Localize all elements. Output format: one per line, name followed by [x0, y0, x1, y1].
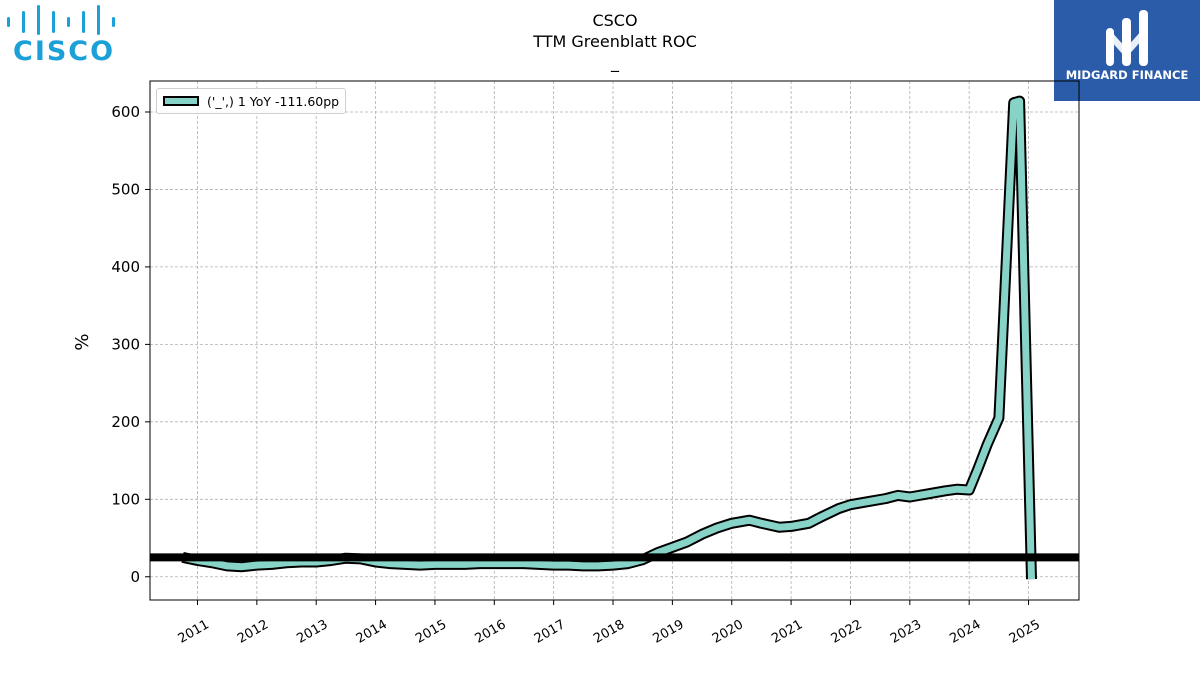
- series-layer: [181, 95, 1037, 580]
- cisco-logo-text: CISCO: [13, 36, 116, 67]
- cisco-logo: [7, 5, 115, 35]
- legend-swatch: [163, 96, 199, 106]
- x-tick-label: 2022: [829, 617, 865, 647]
- x-tick-label: 2019: [651, 617, 687, 647]
- midgard-finance-logo: MIDGARD FINANCE: [1054, 0, 1200, 101]
- y-axis-label: %: [72, 333, 93, 350]
- chart-subtitle-2: _: [611, 53, 619, 72]
- y-tick-layer: 0 100 200 300 400 500 600: [111, 103, 150, 586]
- midgard-emblem-icon: [1106, 10, 1148, 66]
- x-tick-label: 2020: [710, 617, 746, 647]
- x-tick-label: 2011: [176, 617, 212, 647]
- x-tick-label: 2015: [413, 617, 449, 647]
- y-tick-label: 200: [111, 413, 140, 431]
- y-tick-label: 500: [111, 180, 140, 198]
- legend-label: ('_',) 1 YoY -111.60pp: [207, 93, 340, 109]
- plot-frame: [149, 80, 1080, 601]
- x-tick-label: 2017: [532, 617, 568, 647]
- chart-title: CSCO: [592, 11, 638, 30]
- x-tick-label: 2023: [888, 617, 924, 647]
- series-outline: [181, 95, 1037, 580]
- grid-layer: [150, 81, 1079, 600]
- y-tick-label: 400: [111, 258, 140, 276]
- y-tick-label: 300: [111, 335, 140, 353]
- x-tick-label: 2021: [769, 617, 805, 647]
- x-tick-layer: 2011 2012 2013 2014 2015 2016 2017 2018 2019 2020…: [176, 600, 1043, 647]
- x-tick-label: 2025: [1007, 617, 1043, 647]
- x-tick-label: 2018: [591, 617, 627, 647]
- chart-subtitle: TTM Greenblatt ROC: [533, 32, 697, 51]
- x-tick-label: 2016: [472, 617, 508, 647]
- legend: ('_',) 1 YoY -111.60pp: [156, 88, 347, 114]
- y-tick-label: 100: [111, 490, 140, 508]
- midgard-finance-text: MIDGARD FINANCE: [1065, 68, 1189, 82]
- x-tick-label: 2013: [294, 617, 330, 647]
- x-tick-label: 2012: [235, 617, 271, 647]
- y-tick-label: 0: [130, 568, 140, 586]
- x-tick-label: 2024: [947, 617, 983, 647]
- chart-title-block: CSCO TTM Greenblatt ROC _: [0, 10, 1200, 73]
- series-line: [181, 97, 1035, 580]
- y-tick-label: 600: [111, 103, 140, 121]
- x-tick-label: 2014: [354, 617, 390, 647]
